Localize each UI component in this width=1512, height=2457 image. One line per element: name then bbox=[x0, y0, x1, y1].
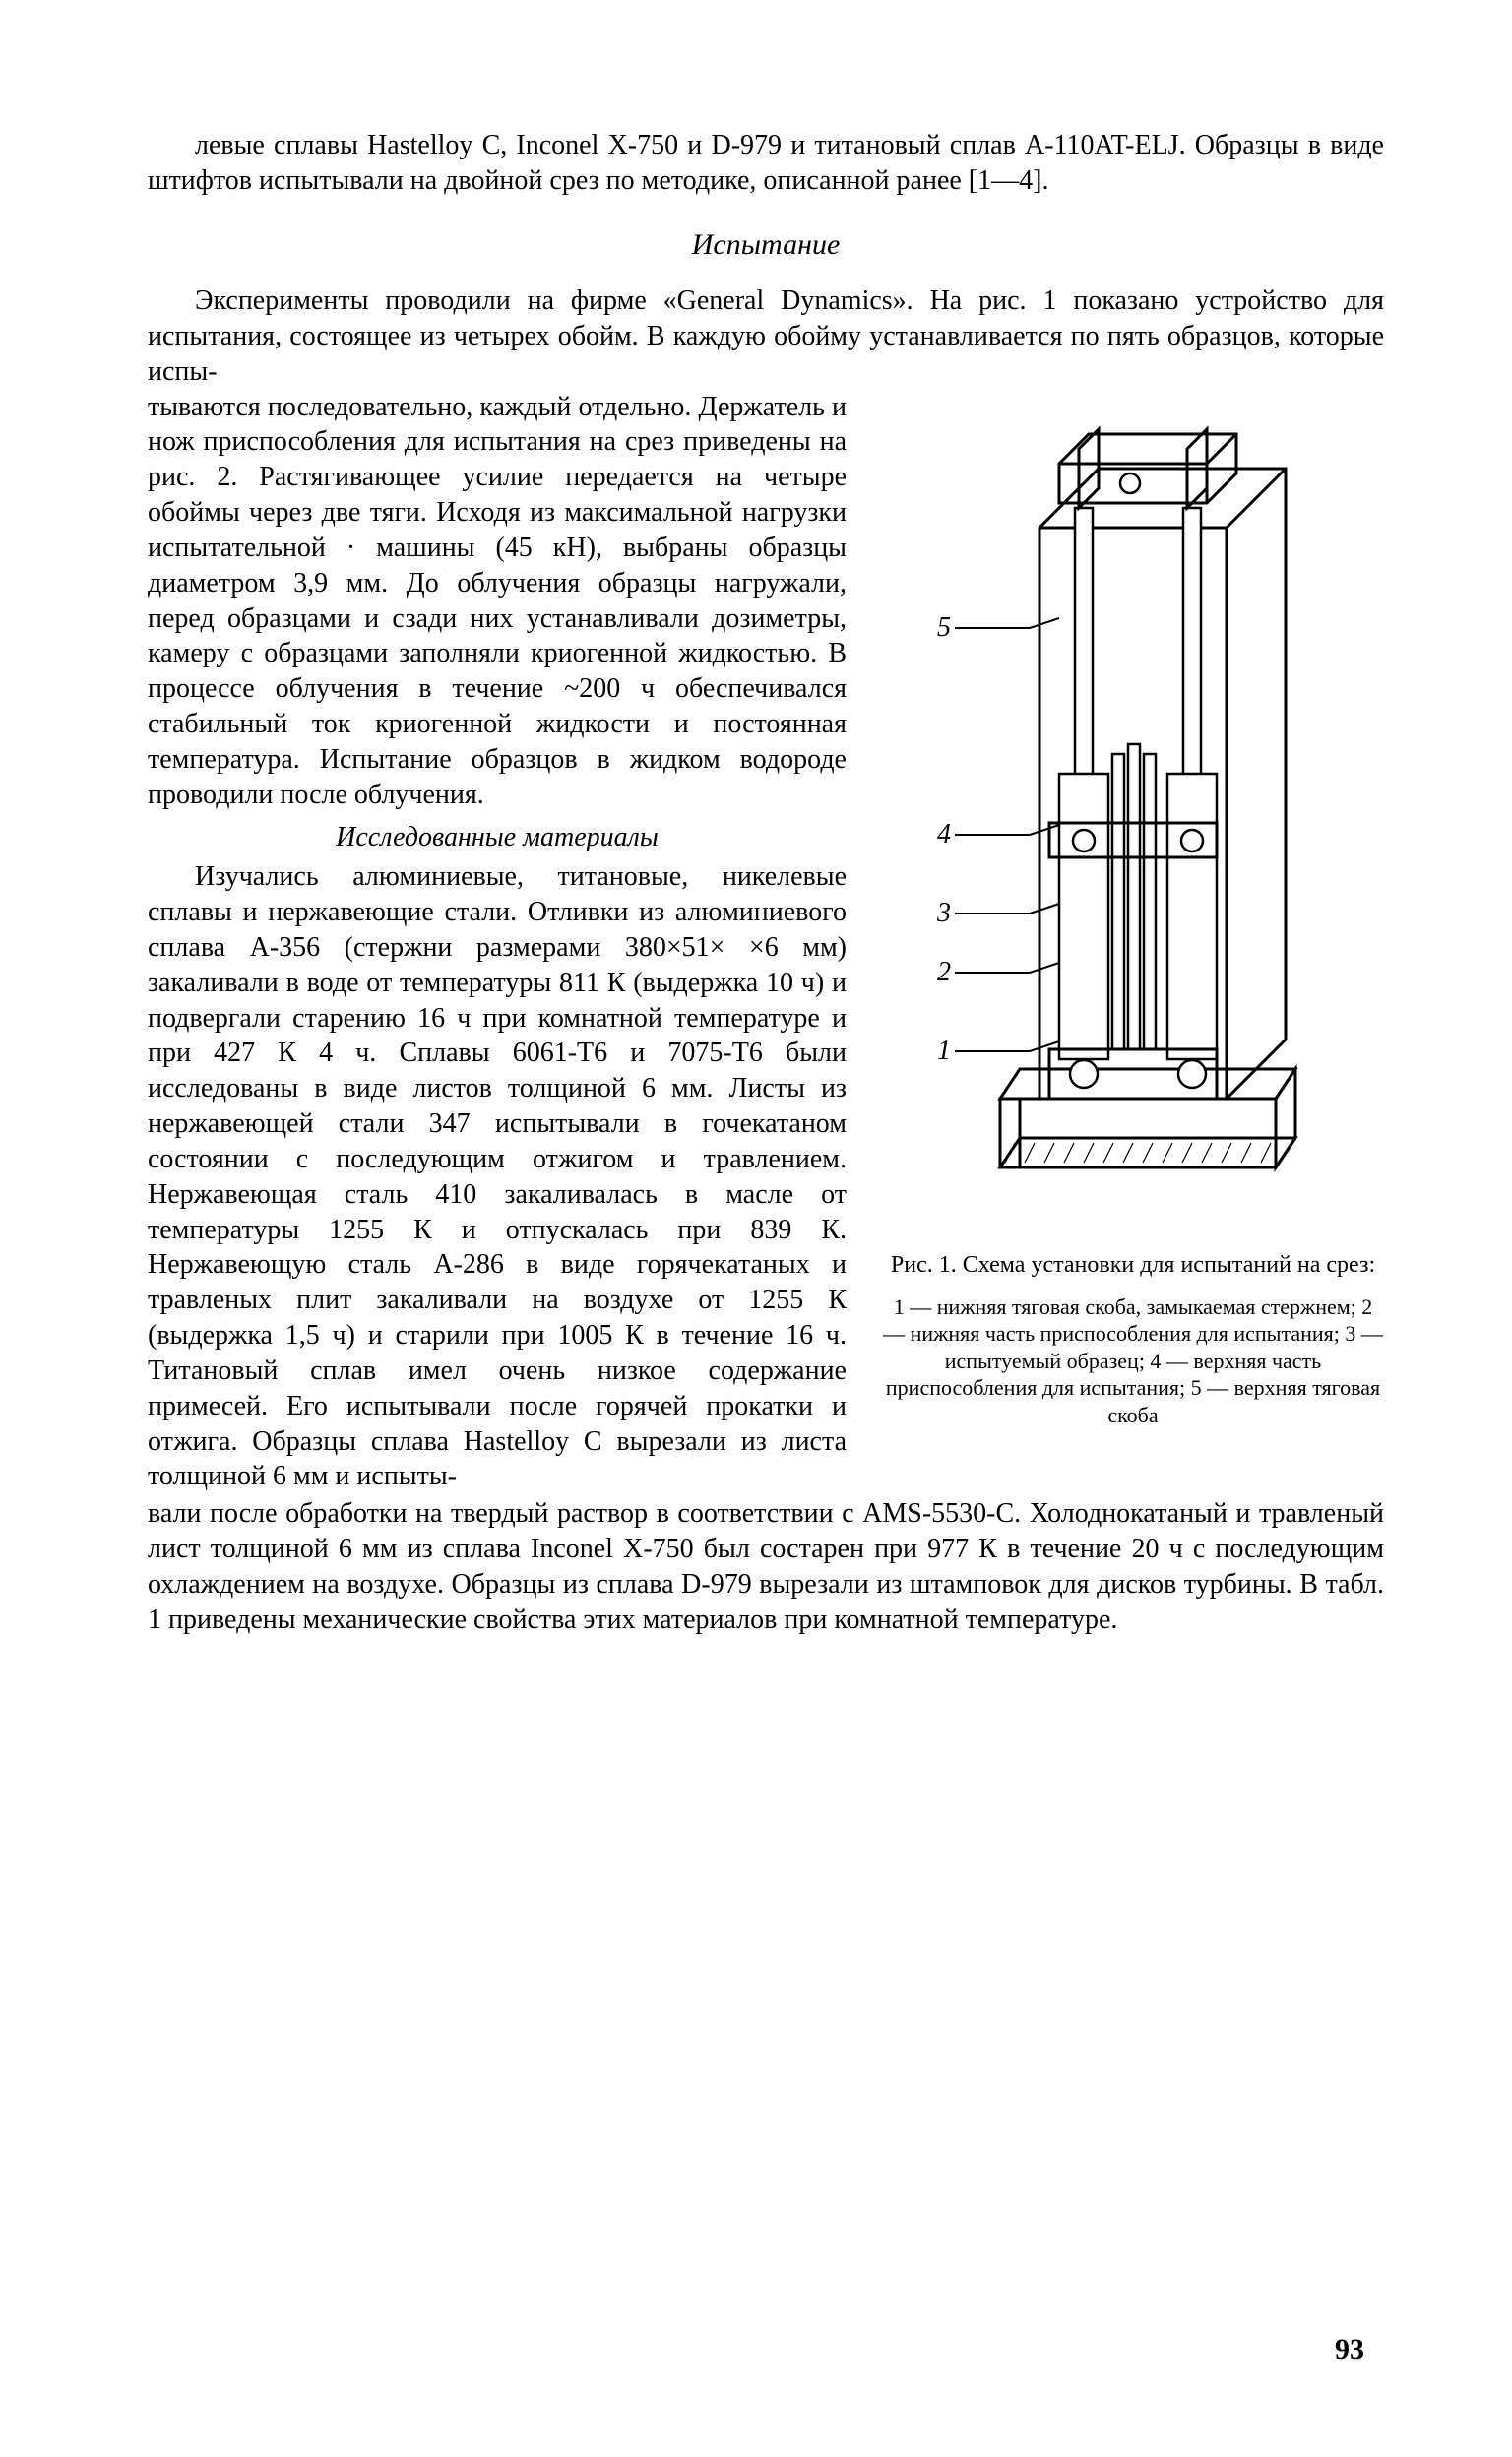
figure-caption: Рис. 1. Схема установки для испытаний на… bbox=[882, 1250, 1384, 1280]
left-column: тываются последовательно, каждый отдельн… bbox=[148, 390, 847, 1495]
svg-text:5: 5 bbox=[937, 612, 951, 643]
intro-paragraph: левые сплавы Hastelloy C, Inconel X-750 … bbox=[148, 128, 1384, 199]
figure-legend: 1 — нижняя тяговая скоба, замыкаемая сте… bbox=[882, 1293, 1384, 1429]
page-number: 93 bbox=[1335, 2331, 1364, 2368]
figure-1: 5 4 3 2 1 bbox=[902, 410, 1364, 1227]
left-paragraph-1: тываются последовательно, каждый отдельн… bbox=[148, 390, 847, 813]
experiment-lead: Эксперименты проводили на фирме «General… bbox=[148, 284, 1384, 389]
svg-text:1: 1 bbox=[937, 1036, 951, 1066]
bottom-paragraph: вали после обработки на твердый раствор … bbox=[148, 1496, 1384, 1637]
section-title: Испытание bbox=[148, 226, 1384, 264]
apparatus-diagram-icon: 5 4 3 2 1 bbox=[902, 410, 1364, 1227]
svg-text:4: 4 bbox=[937, 819, 951, 850]
svg-text:3: 3 bbox=[936, 898, 951, 928]
figure-column: 5 4 3 2 1 Рис. 1. Схема установки для испыта… bbox=[882, 390, 1384, 1429]
svg-text:2: 2 bbox=[937, 957, 951, 987]
left-paragraph-2: Изучались алюминиевые, титановые, никеле… bbox=[148, 859, 847, 1494]
materials-subheading: Исследованные материалы bbox=[148, 820, 847, 855]
